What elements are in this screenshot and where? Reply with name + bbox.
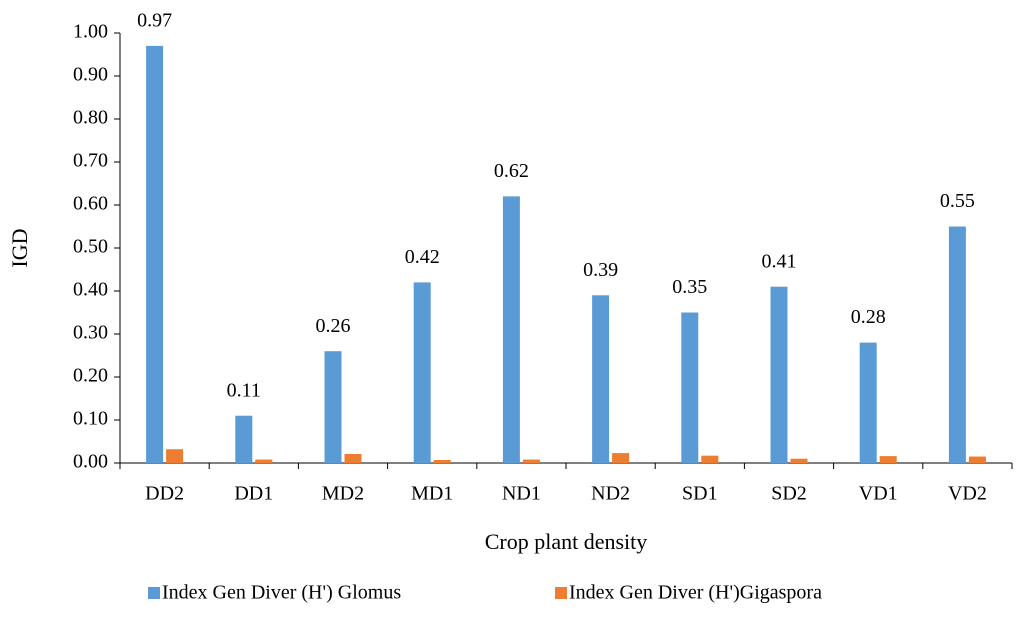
x-tick-label: ND2: [591, 483, 630, 505]
data-label: 0.42: [405, 246, 440, 268]
x-tick-label: ND1: [502, 483, 541, 505]
x-tick-label: DD1: [234, 483, 273, 505]
bar: [879, 456, 897, 463]
bar: [770, 286, 788, 463]
bar: [146, 45, 164, 464]
legend-swatch: [555, 587, 567, 599]
data-label: 0.41: [762, 250, 797, 272]
y-tick-label: 0.80: [73, 107, 108, 129]
bar: [701, 455, 719, 463]
data-label: 0.39: [583, 259, 618, 281]
bar: [790, 458, 808, 463]
bar: [255, 459, 273, 463]
bar: [592, 295, 610, 463]
y-tick-label: 0.20: [73, 365, 108, 387]
bar: [433, 459, 451, 463]
y-tick-label: 0.40: [73, 279, 108, 301]
data-label: 0.26: [316, 315, 351, 337]
y-tick-label: 0.60: [73, 193, 108, 215]
legend-swatch: [148, 587, 160, 599]
x-tick-label: SD1: [682, 483, 718, 505]
bar: [413, 282, 431, 463]
bar: [235, 415, 253, 463]
y-tick-label: 0.50: [73, 236, 108, 258]
legend-label: Index Gen Diver (H')Gigaspora: [569, 582, 822, 604]
bar: [968, 456, 986, 463]
bar: [344, 453, 362, 463]
bar: [948, 226, 966, 463]
data-label: 0.11: [227, 379, 261, 401]
bar: [166, 449, 184, 463]
bar: [324, 351, 342, 463]
legend-label: Index Gen Diver (H') Glomus: [162, 582, 401, 604]
y-axis-label: IGD: [7, 228, 32, 267]
y-tick-label: 0.90: [73, 64, 108, 86]
bar: [502, 196, 520, 463]
bar: [612, 453, 630, 463]
data-label: 0.55: [940, 190, 975, 212]
y-tick-label: 1.00: [73, 21, 108, 43]
x-tick-label: MD2: [322, 483, 364, 505]
data-label: 0.97: [137, 9, 172, 31]
data-label: 0.28: [851, 306, 886, 328]
x-tick-label: VD2: [948, 483, 987, 505]
bar: [681, 312, 699, 463]
y-tick-label: 0.00: [73, 451, 108, 473]
bar: [522, 459, 540, 463]
bar: [859, 342, 877, 463]
x-tick-label: DD2: [145, 483, 184, 505]
y-tick-label: 0.30: [73, 322, 108, 344]
y-tick-label: 0.10: [73, 408, 108, 430]
x-tick-label: SD2: [771, 483, 807, 505]
data-label: 0.35: [672, 276, 707, 298]
x-tick-label: MD1: [411, 483, 453, 505]
data-label: 0.62: [494, 160, 529, 182]
y-tick-label: 0.70: [73, 150, 108, 172]
x-axis-label: Crop plant density: [485, 529, 648, 554]
x-tick-label: VD1: [859, 483, 898, 505]
